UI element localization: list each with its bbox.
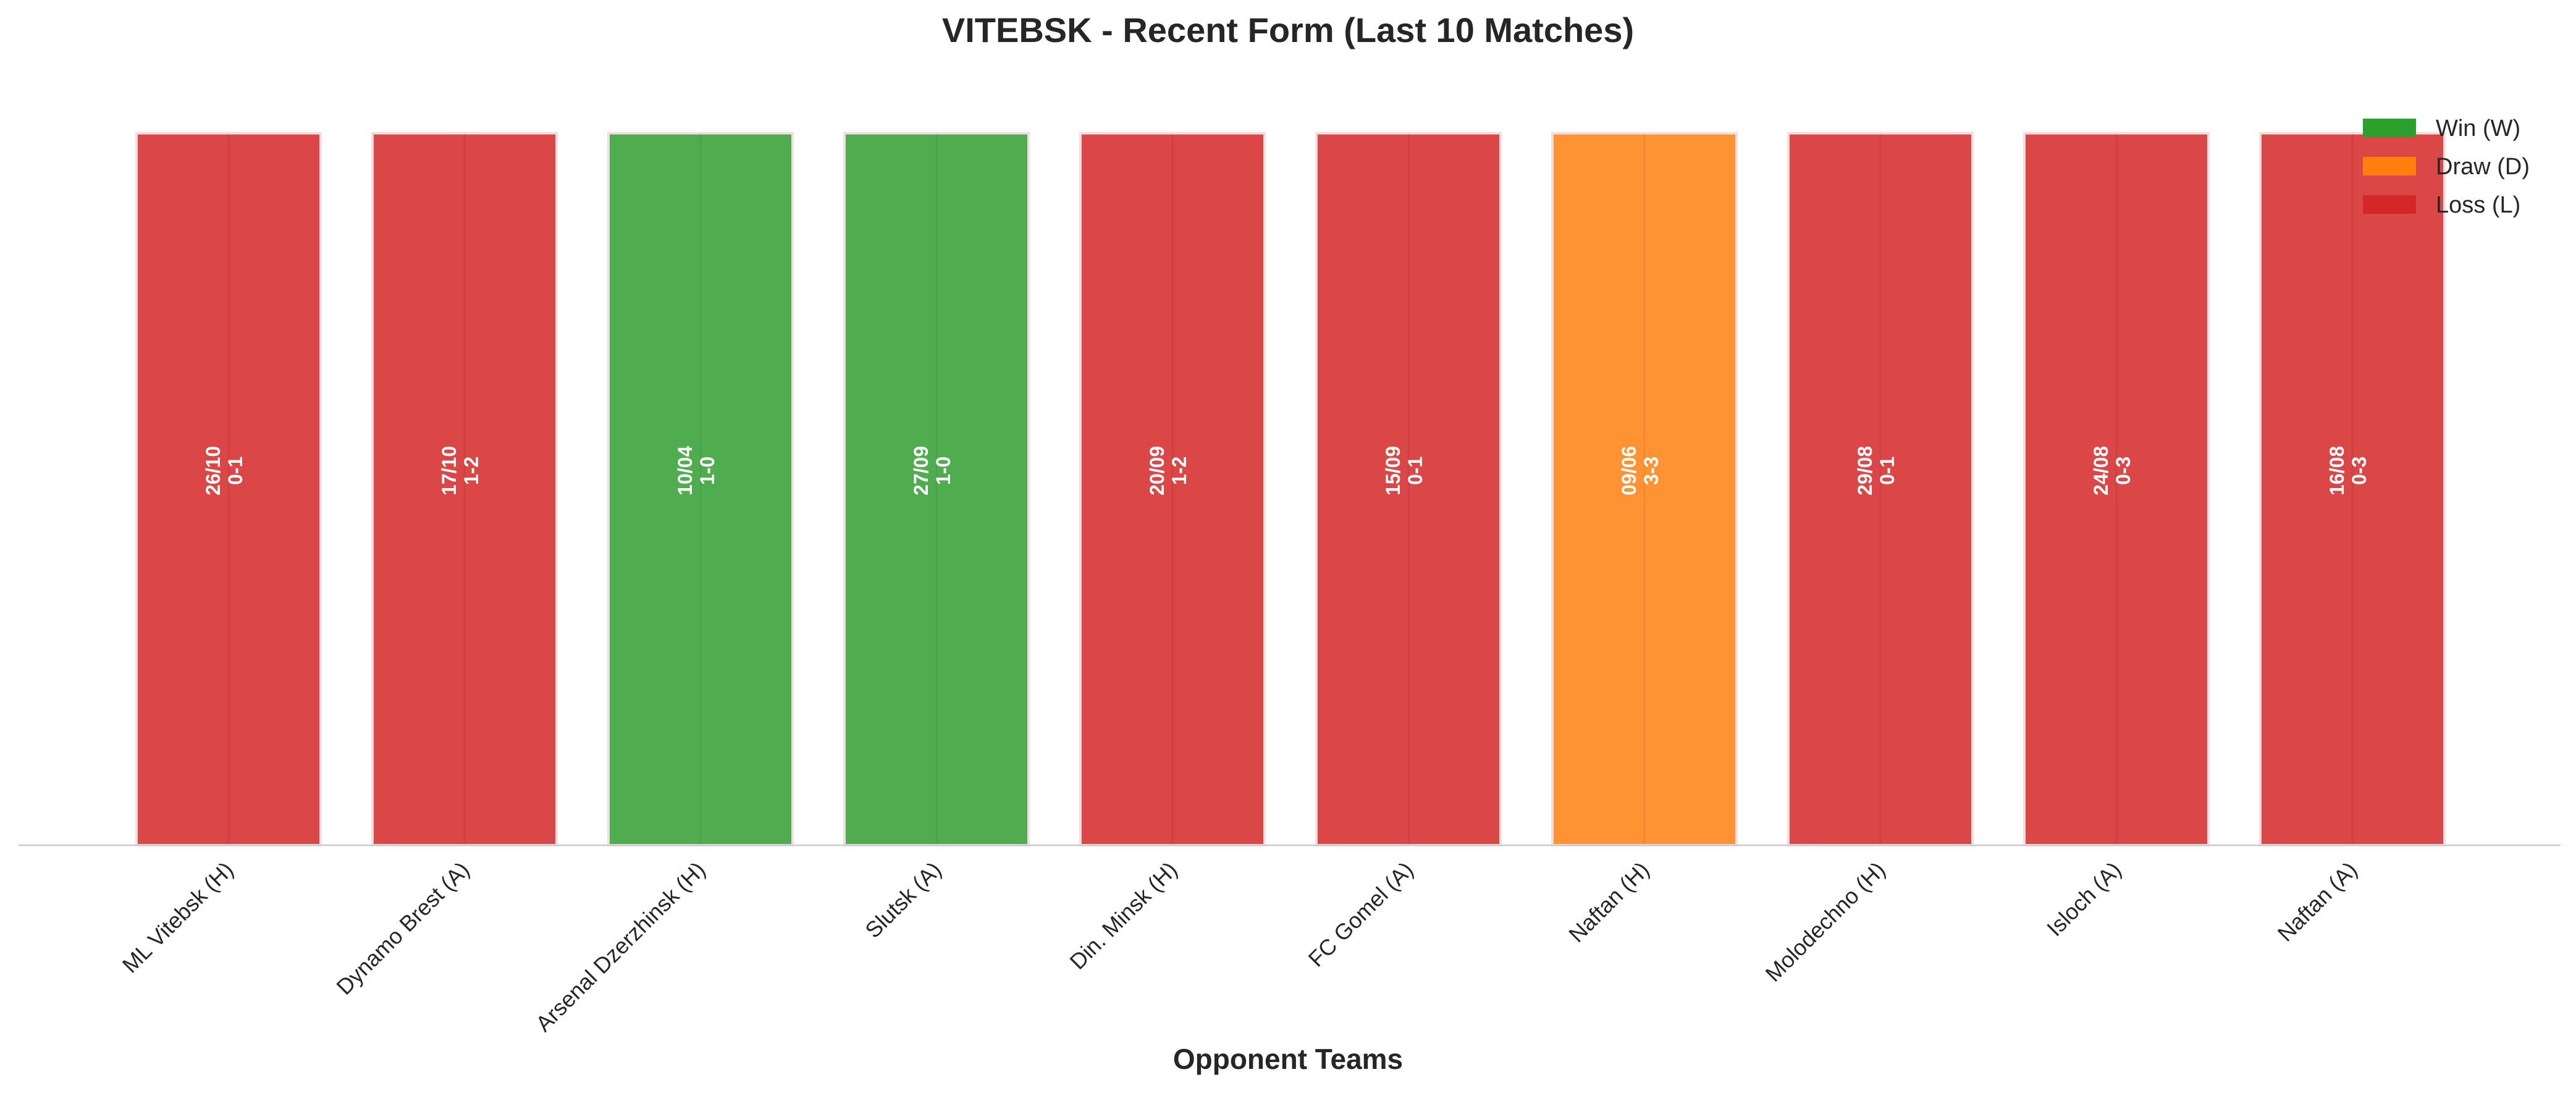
bar-score-label: 0-3 — [2348, 457, 2370, 485]
bar-date-label: 20/09 — [1146, 446, 1168, 496]
x-tick-labels: ML Vitebsk (H) Dynamo Brest (A) Arsenal Dz… — [117, 857, 2362, 1037]
legend-entry-w: Win (W) — [2436, 116, 2520, 141]
x-tick-label: Isloch (A) — [2042, 857, 2126, 942]
bar-date-label: 29/08 — [1854, 446, 1876, 496]
bar-date-label: 10/04 — [674, 446, 696, 496]
bar-date-label: 16/08 — [2326, 446, 2348, 496]
x-tick-label: ML Vitebsk (H) — [117, 857, 238, 978]
bar-date-label: 15/09 — [1382, 446, 1404, 496]
x-tick-label: Arsenal Dzerzhinsk (H) — [531, 857, 710, 1037]
bar-10 — [2259, 132, 2446, 847]
bar-date-label: 09/06 — [1618, 446, 1640, 496]
bar-score-label: 0-1 — [224, 457, 246, 485]
bars-group: 26/10 0-1 17/10 1-2 10/04 1-0 27/09 1-0 20/09 1-2… — [135, 132, 2446, 847]
chart-title: VITEBSK - Recent Form (Last 10 Matches) — [942, 11, 1634, 49]
legend-entry-d: Draw (D) — [2436, 154, 2530, 180]
x-tick-label: Molodechno (H) — [1761, 857, 1890, 987]
bar-date-label: 26/10 — [202, 446, 224, 496]
x-axis-label: Opponent Teams — [1173, 1043, 1403, 1075]
x-tick-label: Naftan (H) — [1564, 857, 1654, 947]
bar-5 — [1079, 132, 1266, 847]
bar-3 — [607, 132, 794, 847]
bar-1 — [135, 132, 322, 847]
legend-swatch-d — [2363, 157, 2416, 175]
bar-score-label: 3-3 — [1640, 457, 1662, 485]
x-tick-label: Din. Minsk (H) — [1064, 857, 1182, 974]
bar-score-label: 1-0 — [932, 457, 954, 485]
bar-7 — [1551, 132, 1738, 847]
bar-score-label: 1-2 — [460, 457, 482, 485]
x-tick-label: Dynamo Brest (A) — [331, 857, 474, 1000]
bar-4 — [843, 132, 1030, 847]
bar-score-label: 0-1 — [1404, 457, 1426, 485]
bar-date-label: 24/08 — [2090, 446, 2112, 496]
x-tick-label: FC Gomel (A) — [1303, 857, 1418, 972]
bar-score-label: 1-0 — [696, 457, 718, 485]
bar-score-label: 1-2 — [1168, 457, 1190, 485]
bar-date-label: 17/10 — [438, 446, 460, 496]
bar-date-label: 27/09 — [910, 446, 932, 496]
bar-score-label: 0-1 — [1876, 457, 1898, 485]
legend-entry-l: Loss (L) — [2436, 192, 2520, 218]
legend-swatch-l — [2363, 195, 2416, 214]
bar-8 — [1787, 132, 1974, 847]
legend: Win (W) Draw (D) Loss (L) — [2363, 116, 2530, 218]
bar-score-label: 0-3 — [2112, 457, 2134, 485]
legend-swatch-w — [2363, 119, 2416, 137]
x-tick-label: Slutsk (A) — [860, 857, 946, 943]
bar-2 — [371, 132, 558, 847]
x-tick-label: Naftan (A) — [2273, 857, 2362, 947]
bar-6 — [1315, 132, 1502, 847]
